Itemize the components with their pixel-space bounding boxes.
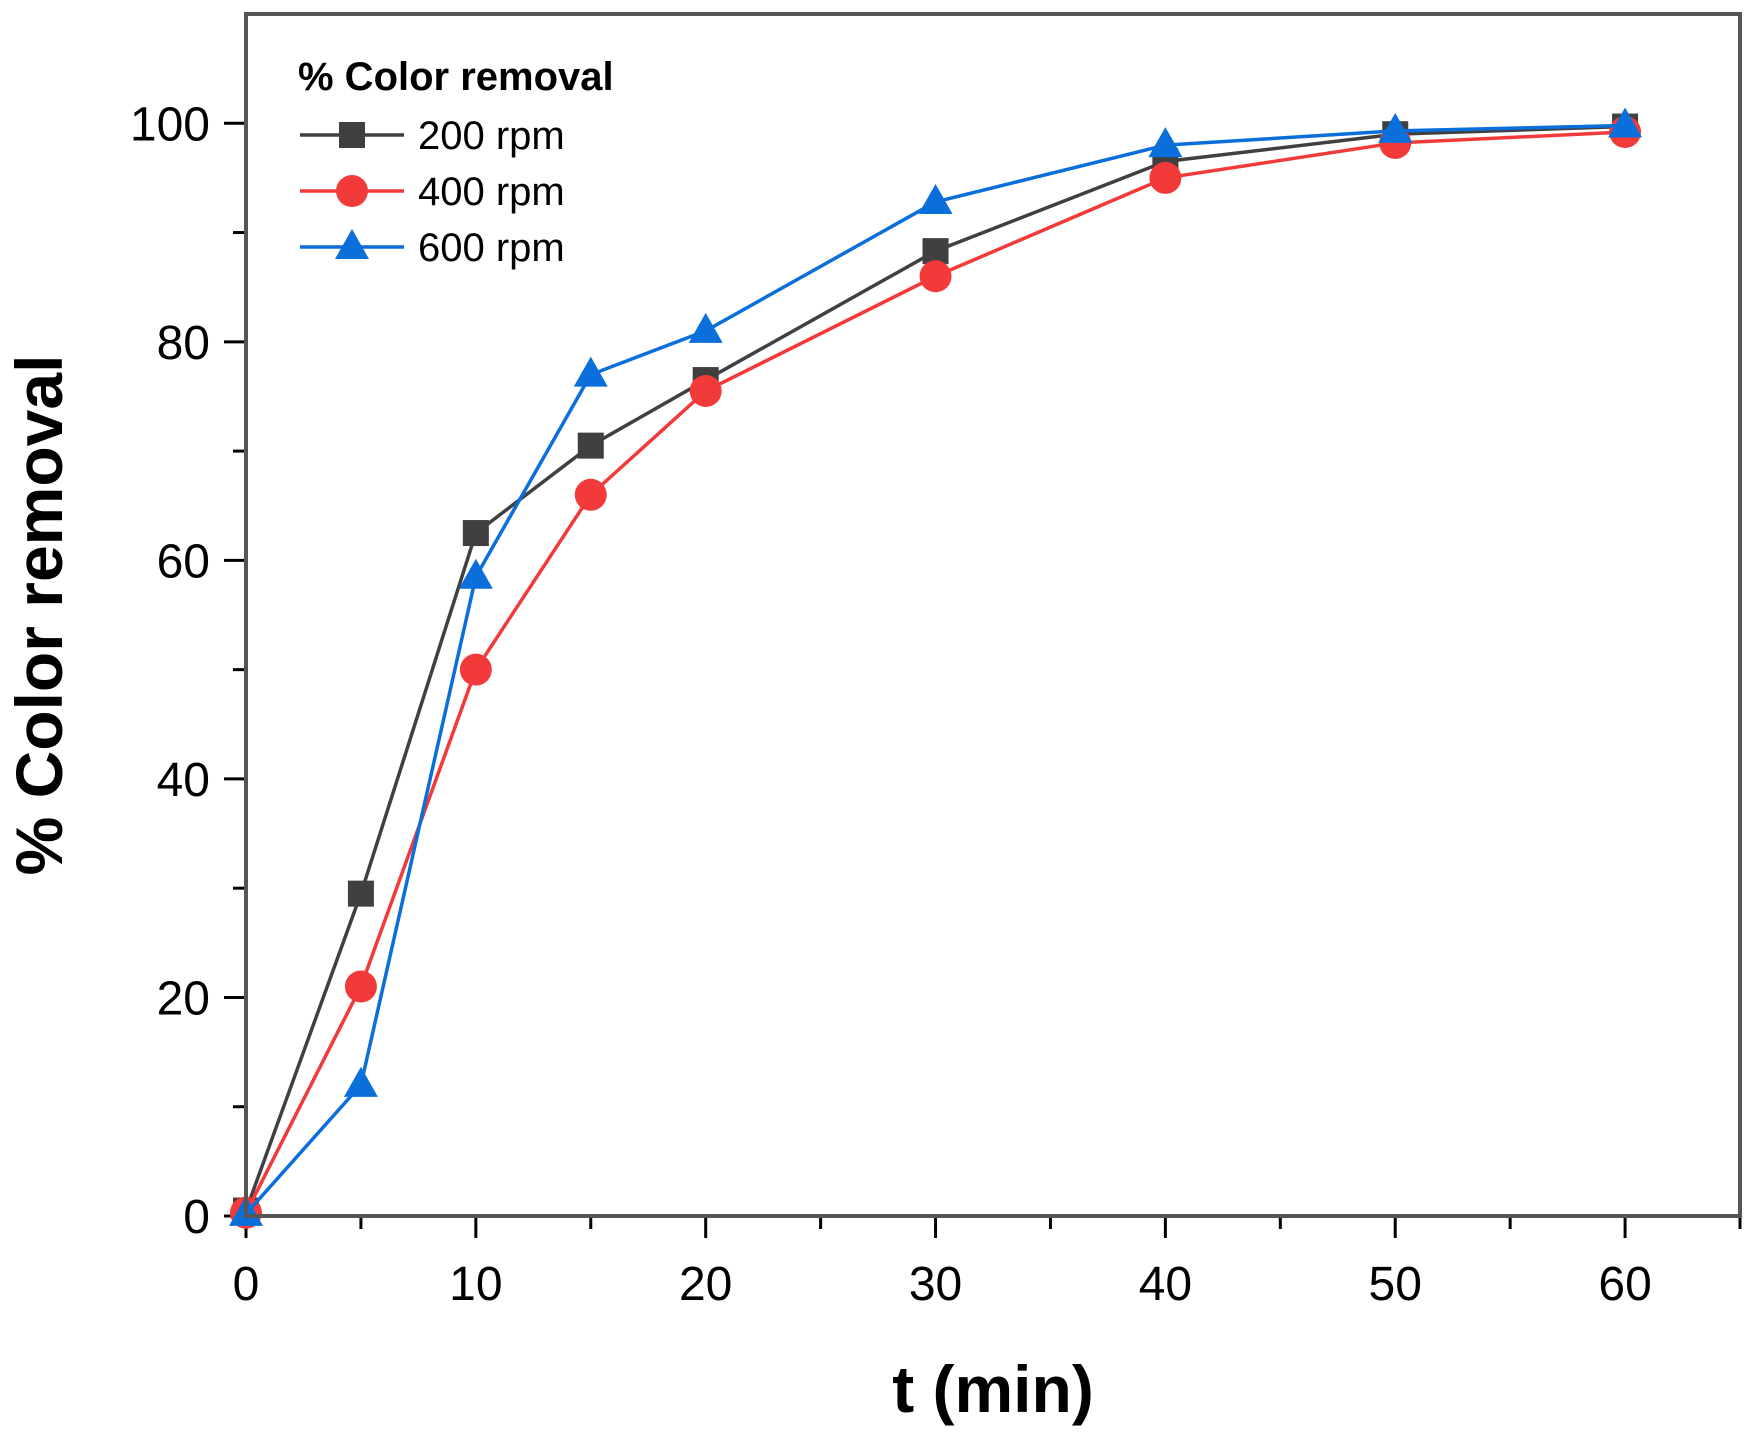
data-point	[689, 374, 722, 407]
y-tick-label: 100	[130, 98, 210, 151]
x-tick-label: 0	[233, 1258, 260, 1311]
legend-title: % Color removal	[298, 55, 614, 99]
plot-frame	[244, 12, 1742, 1218]
data-point	[1148, 127, 1183, 158]
data-point	[1378, 112, 1413, 143]
x-tick-label: 30	[909, 1258, 962, 1311]
y-axis-title: % Color removal	[2, 355, 76, 876]
y-tick-label: 80	[157, 317, 210, 370]
data-point	[1149, 161, 1182, 194]
data-point	[919, 260, 952, 293]
x-tick-label: 10	[449, 1258, 502, 1311]
data-point	[343, 1066, 378, 1097]
data-point	[574, 478, 607, 511]
tick-labels: 0 10 20 30 40 50 60 0 20 40 60 80 100	[130, 98, 1652, 1311]
y-tick-label: 20	[157, 972, 210, 1025]
y-tick-label: 60	[157, 535, 210, 588]
x-axis-title: t (min)	[892, 1352, 1094, 1426]
series-400-rpm	[230, 116, 1642, 1229]
x-tick-label: 20	[679, 1258, 732, 1311]
x-tick-label: 60	[1598, 1258, 1651, 1311]
data-point	[459, 653, 492, 686]
data-point	[922, 238, 949, 265]
data-point	[344, 970, 377, 1003]
data-point	[458, 558, 493, 589]
data-point	[347, 880, 374, 907]
data-point	[573, 356, 608, 387]
data-point	[918, 183, 953, 214]
legend-label: 400 rpm	[418, 170, 565, 214]
x-tick-label: 50	[1369, 1258, 1422, 1311]
x-tick-label: 40	[1139, 1258, 1192, 1311]
legend-label: 200 rpm	[418, 114, 565, 158]
data-point	[1608, 107, 1643, 138]
data-series	[229, 107, 1643, 1229]
data-point	[462, 520, 489, 547]
y-tick-label: 40	[157, 754, 210, 807]
legend-marker	[336, 175, 368, 207]
legend-marker	[339, 122, 365, 148]
data-point	[577, 432, 604, 459]
series-600-rpm	[229, 107, 1643, 1226]
y-tick-label: 0	[183, 1191, 210, 1244]
legend-label: 600 rpm	[418, 226, 565, 270]
legend: % Color removal 200 rpm 400 rpm 600 rpm	[298, 55, 614, 270]
data-point	[688, 312, 723, 343]
legend-marker	[335, 229, 369, 259]
